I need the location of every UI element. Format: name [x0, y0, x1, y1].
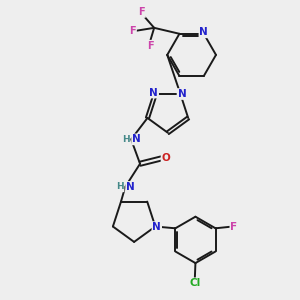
Text: N: N: [200, 27, 208, 37]
Text: N: N: [132, 134, 141, 144]
Text: F: F: [129, 26, 136, 36]
Text: H: H: [116, 182, 124, 191]
Text: F: F: [138, 7, 145, 17]
Text: N: N: [149, 88, 158, 98]
Text: H: H: [122, 135, 130, 144]
Text: N: N: [152, 222, 161, 232]
Text: F: F: [230, 222, 238, 232]
Text: F: F: [147, 41, 154, 51]
Text: O: O: [161, 153, 170, 164]
Text: N: N: [178, 89, 186, 99]
Text: N: N: [126, 182, 135, 192]
Text: Cl: Cl: [189, 278, 200, 288]
